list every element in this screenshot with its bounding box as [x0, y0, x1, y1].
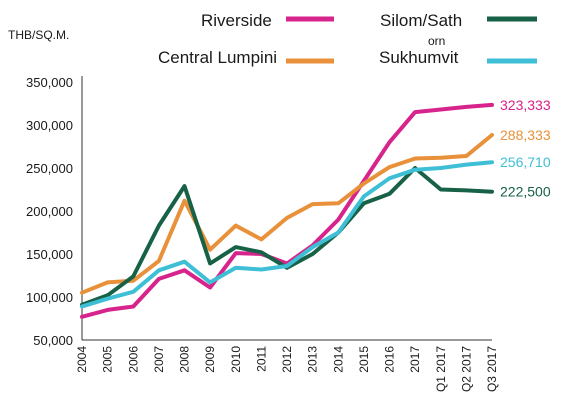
y-axis-unit-label: THB/SQ.M.: [8, 28, 69, 42]
y-tick-label: 250,000: [26, 161, 73, 176]
series-line-riverside: [80, 102, 494, 319]
legend-label-sukhumvit: Sukhumvit: [379, 48, 459, 67]
x-tick-label: 2016: [383, 346, 397, 373]
end-value-label: 222,500: [500, 184, 551, 200]
series-lines: [80, 102, 494, 319]
x-tick-label: 2008: [178, 346, 192, 373]
legend-label-silom-sathorn-wrap: orn: [428, 34, 445, 48]
series-line-central-lumpini: [80, 133, 494, 295]
end-labels: 323,333 288,333 222,500 256,710: [500, 97, 551, 200]
legend-label-silom-sathorn: Silom/Sath: [380, 11, 462, 30]
x-tick-label: 2010: [229, 346, 243, 373]
x-tick-label: Q3 2017: [485, 346, 499, 392]
x-tick-label: 2014: [331, 346, 345, 373]
x-tick-label: 2009: [203, 346, 217, 373]
x-tick-label: 2006: [126, 346, 140, 373]
y-tick-label: 300,000: [26, 118, 73, 133]
legend-label-central-lumpini: Central Lumpini: [158, 48, 277, 67]
x-tick-label: 2004: [75, 346, 89, 373]
x-tick-label: Q1 2017: [434, 346, 448, 392]
end-value-label: 323,333: [500, 97, 551, 113]
legend-label-riverside: Riverside: [201, 11, 272, 30]
x-tick-label: 2007: [152, 346, 166, 373]
end-value-label: 288,333: [500, 127, 551, 143]
y-tick-label: 100,000: [26, 290, 73, 305]
y-tick-label: 200,000: [26, 204, 73, 219]
y-tick-label: 150,000: [26, 247, 73, 262]
x-tick-label: Q2 2017: [459, 346, 473, 392]
x-tick-label: 2017: [408, 346, 422, 373]
end-value-label: 256,710: [500, 154, 551, 170]
x-tick-label: 2005: [101, 346, 115, 373]
y-tick-label: 350,000: [26, 75, 73, 90]
axes: 50,000 100,000 150,000 200,000 250,000 300,00…: [26, 75, 499, 392]
series-line-sukhumvit: [80, 160, 494, 309]
x-tick-label: 2011: [254, 346, 268, 372]
x-tick-label: 2012: [280, 346, 294, 373]
legend: Riverside Central Lumpini Silom/Sath orn…: [158, 11, 537, 67]
x-tick-label: 2015: [357, 346, 371, 373]
x-tick-label: 2013: [306, 346, 320, 373]
y-tick-label: 50,000: [33, 333, 73, 348]
